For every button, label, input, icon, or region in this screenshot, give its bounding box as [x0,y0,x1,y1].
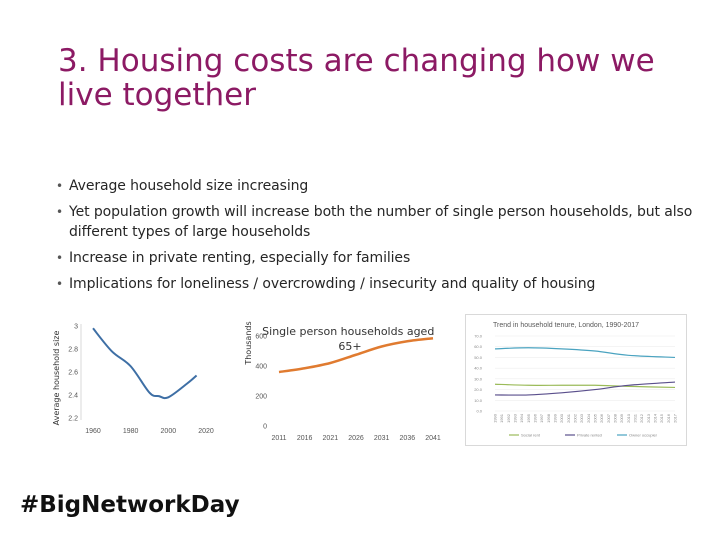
x-tick-label: 2015 [659,413,664,423]
legend-label: Owner occupier [629,433,658,438]
x-tick-label: 1995 [526,413,531,423]
y-tick-label: 60.0 [474,344,483,349]
x-tick-label: 1994 [519,413,524,423]
x-tick-label: 2000 [559,413,564,423]
chart-title-line: 65+ [338,340,361,353]
legend-label: Social rent [521,433,541,438]
hashtag: #BigNetworkDay [20,492,240,518]
y-tick-label: 2.2 [68,416,78,423]
x-tick-label: 1997 [539,413,544,423]
x-tick-label: 2020 [198,428,214,435]
y-tick-label: 200 [255,394,267,401]
chart-title: Single person households aged 65+ [262,325,438,353]
x-tick-label: 1960 [85,428,101,435]
household-size-chart: Average household size 2.2 2.4 2.6 2.8 3 1960… [52,324,214,436]
y-tick-label: 600 [255,334,267,341]
x-tick-label: 1991 [499,413,504,423]
bullet-item: Average household size increasing [56,176,696,196]
x-tick-label: 2000 [161,428,177,435]
x-tick-label: 1993 [513,413,518,423]
x-tick-label: 1992 [506,413,511,423]
x-tick-label: 2011 [633,413,638,422]
x-tick-label: 2021 [323,435,339,442]
x-tick-label: 2026 [348,435,364,442]
x-tick-label: 2005 [593,413,598,423]
x-tick-label: 1996 [533,413,538,423]
x-tick-label: 1999 [553,413,558,423]
y-tick-label: 2.6 [68,370,78,377]
x-tick-label: 2014 [653,413,658,423]
x-tick-label: 2010 [626,413,631,423]
series-line [92,327,198,400]
x-tick-label: 2013 [646,413,651,423]
x-tick-label: 2009 [619,413,624,423]
y-tick-label: 40.0 [474,366,483,371]
x-tick-label: 2016 [666,413,671,423]
x-tick-label: 2011 [271,435,286,442]
bullet-item: Yet population growth will increase both… [56,202,696,242]
slide-title: 3. Housing costs are changing how we liv… [58,43,655,113]
y-tick-label: 20.0 [474,387,483,392]
x-tick-label: 2006 [599,413,604,423]
x-tick-label: 2008 [613,413,618,423]
bullet-item: Implications for loneliness / overcrowdi… [56,274,696,294]
x-tick-label: 2036 [400,435,416,442]
y-tick-label: 2.4 [68,393,78,400]
x-tick-label: 2004 [586,413,591,423]
chart-title: Trend in household tenure, London, 1990-… [493,322,639,329]
tenure-trend-chart: Trend in household tenure, London, 1990-… [474,322,678,438]
legend-label: Private rented [577,433,602,438]
bullet-item: Increase in private renting, especially … [56,248,696,268]
x-tick-label: 1998 [546,413,551,423]
chart-title-line: Single person households aged [262,325,434,338]
y-tick-label: 0.0 [476,409,482,414]
y-tick-label: 0 [263,424,267,431]
single-person-households-chart: Thousands Single person households aged … [244,321,441,442]
x-tick-label: 2016 [297,435,313,442]
y-tick-label: 3 [74,324,78,331]
x-tick-label: 2001 [566,413,571,423]
y-tick-label: 70.0 [474,334,483,339]
x-tick-label: 2012 [639,413,644,423]
bullet-list: Average household size increasing Yet po… [56,176,696,300]
x-tick-label: 2007 [606,413,611,423]
y-tick-label: 10.0 [474,398,483,403]
y-axis-label: Thousands [244,321,253,365]
y-axis-label: Average household size [52,331,61,426]
x-tick-label: 2003 [579,413,584,423]
x-tick-label: 2017 [673,413,678,423]
series-line [494,347,676,359]
x-tick-label: 2031 [374,435,390,442]
series-line [278,337,434,374]
y-tick-label: 2.8 [68,347,78,354]
x-tick-label: 2002 [573,413,578,423]
series-line [494,383,676,389]
x-tick-label: 1980 [123,428,139,435]
y-tick-label: 400 [255,364,267,371]
x-tick-label: 1990 [493,413,498,423]
series-line [494,381,676,396]
x-tick-label: 2041 [425,435,441,442]
y-tick-label: 30.0 [474,376,483,381]
y-tick-label: 50.0 [474,355,483,360]
